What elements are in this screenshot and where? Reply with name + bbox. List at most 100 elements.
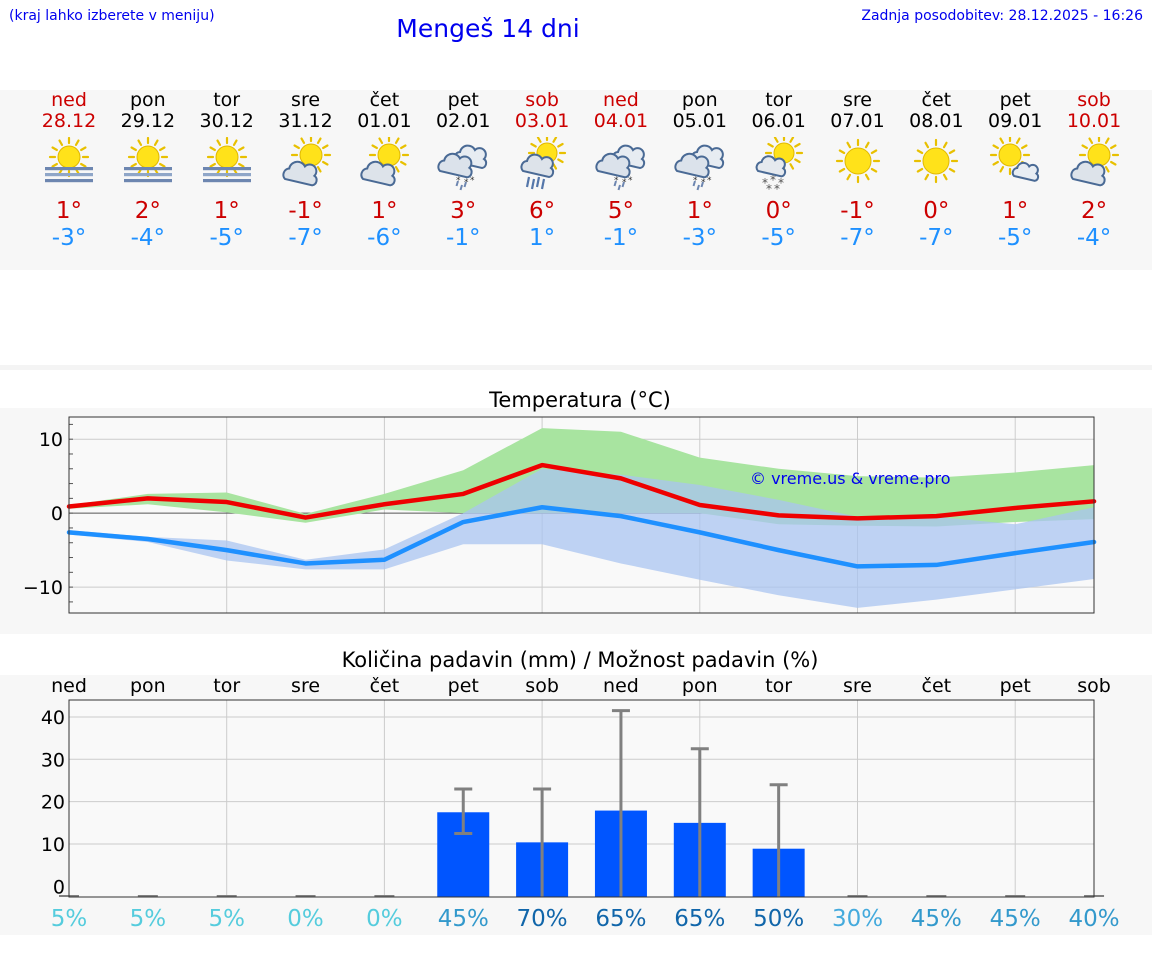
fog-sun-icon: [202, 137, 251, 183]
temp-max: 1°: [371, 198, 398, 224]
y-tick-label: 30: [41, 749, 65, 771]
category-label: sob: [1077, 675, 1111, 697]
day-column: tor 30.12 1° -5°: [187, 89, 267, 251]
temp-min: -1°: [603, 225, 639, 251]
temperature-chart-title: Temperatura (°C): [489, 388, 671, 412]
category-label: ned: [51, 675, 87, 697]
category-label: pet: [1000, 675, 1031, 697]
day-column: sre 31.12 -1° -7°: [266, 89, 346, 251]
partly-cloudy-icon: [360, 137, 410, 187]
precip-probability-label: 45%: [911, 906, 962, 932]
y-tick-label: 20: [41, 792, 65, 814]
day-name: sob: [525, 89, 559, 111]
day-name: ned: [51, 89, 87, 111]
category-label: sre: [291, 675, 320, 697]
svg-text:*: *: [774, 182, 780, 191]
day-name: čet: [369, 89, 400, 111]
day-date: 04.01: [593, 110, 649, 132]
precip-probability-label: 5%: [51, 906, 88, 932]
day-date: 30.12: [199, 110, 254, 132]
svg-text:*: *: [456, 176, 461, 186]
day-date: 07.01: [830, 110, 885, 132]
y-tick-label: −10: [23, 577, 63, 599]
precipitation-chart-title: Količina padavin (mm) / Možnost padavin …: [341, 648, 819, 672]
plot-frame: [68, 699, 1095, 898]
day-column: tor 06.01 * * * * * 0° -5°: [739, 89, 819, 251]
temp-min: -6°: [367, 225, 402, 251]
category-label: sob: [525, 675, 559, 697]
region-hint[interactable]: (kraj lahko izberete v meniju): [9, 8, 215, 24]
temp-max: 1°: [213, 198, 240, 224]
plot-frame: [68, 416, 1095, 614]
temp-min: -5°: [761, 225, 796, 251]
day-date: 05.01: [672, 110, 727, 132]
temp-min: -5°: [997, 225, 1033, 251]
temp-max: 5°: [607, 198, 634, 224]
temp-max: 2°: [134, 198, 161, 224]
precip-probability-label: 50%: [753, 906, 804, 932]
category-label: pet: [448, 675, 479, 697]
day-date: 06.01: [751, 110, 806, 132]
daily-forecast-strip: ned 28.12 1° -3° pon 29.12 2° -4° tor 30.12 1° -5° s…: [0, 90, 1152, 270]
temp-max: -1°: [840, 198, 875, 224]
sleet-cloud-icon: ***: [437, 144, 488, 191]
sun-icon: [914, 138, 959, 184]
day-name: tor: [213, 89, 241, 111]
svg-text:*: *: [770, 173, 776, 187]
day-name: pon: [681, 89, 718, 111]
day-date: 08.01: [909, 110, 964, 132]
page-title: Mengeš 14 dni: [396, 14, 580, 43]
min-range-band: [69, 468, 1095, 608]
temp-min: -1°: [446, 225, 481, 251]
sun-rain-icon: [520, 137, 567, 190]
day-date: 09.01: [987, 110, 1043, 132]
svg-text:*: *: [762, 176, 768, 190]
day-name: pet: [447, 89, 479, 111]
precip-probability-label: 5%: [130, 906, 167, 932]
category-label: pon: [130, 675, 166, 697]
category-label: ned: [603, 675, 639, 697]
temp-min: -3°: [51, 225, 87, 251]
day-name: pon: [129, 89, 166, 111]
y-tick-label: 0: [51, 503, 63, 525]
temp-max: 1°: [55, 198, 83, 224]
day-name: sre: [291, 89, 321, 111]
precip-probability-label: 30%: [832, 906, 883, 932]
day-name: tor: [765, 89, 793, 111]
temp-max-line: [66, 462, 1097, 521]
day-column: pet 09.01 1° -5°: [975, 90, 1055, 251]
day-name: čet: [921, 89, 952, 111]
day-name: ned: [603, 89, 639, 111]
category-label: sre: [843, 675, 872, 697]
plot-area: [69, 700, 1094, 897]
temp-max: 1°: [686, 198, 713, 224]
day-column: čet 08.01 0° -7°: [896, 89, 976, 251]
temp-max: 0°: [765, 198, 792, 224]
category-label: tor: [765, 675, 792, 697]
day-name: sob: [1077, 89, 1111, 111]
partly-cloudy-icon: [1070, 137, 1120, 187]
precipitation-chart: 40 30 20 10 0 ned pon tor sre čet pet sob ned pon tor s…: [41, 675, 1120, 932]
category-label: čet: [370, 675, 400, 697]
sleet-cloud-icon: ***: [674, 144, 724, 191]
precip-probability-label: 65%: [674, 906, 725, 932]
temp-max: 2°: [1080, 198, 1108, 224]
section-divider: [0, 365, 1152, 370]
temp-max: 0°: [923, 198, 950, 224]
day-column: sob 03.01 6° 1°: [502, 89, 582, 251]
svg-text:*: *: [766, 182, 772, 191]
temperature-chart: 10 0 −10 © vreme.us & vreme.pro: [23, 416, 1097, 614]
fog-sun-icon: [123, 137, 172, 183]
precip-probability-label: 40%: [1068, 906, 1119, 932]
watermark: © vreme.us & vreme.pro: [750, 469, 951, 488]
temp-min: -3°: [682, 225, 718, 251]
y-tick-label: 0: [53, 876, 65, 898]
svg-text:*: *: [778, 176, 784, 190]
fog-sun-icon: [45, 137, 93, 183]
temp-min: -4°: [1076, 225, 1112, 251]
temp-min: -4°: [130, 225, 166, 251]
temp-max: 1°: [1002, 198, 1029, 224]
svg-text:*: *: [614, 176, 619, 186]
